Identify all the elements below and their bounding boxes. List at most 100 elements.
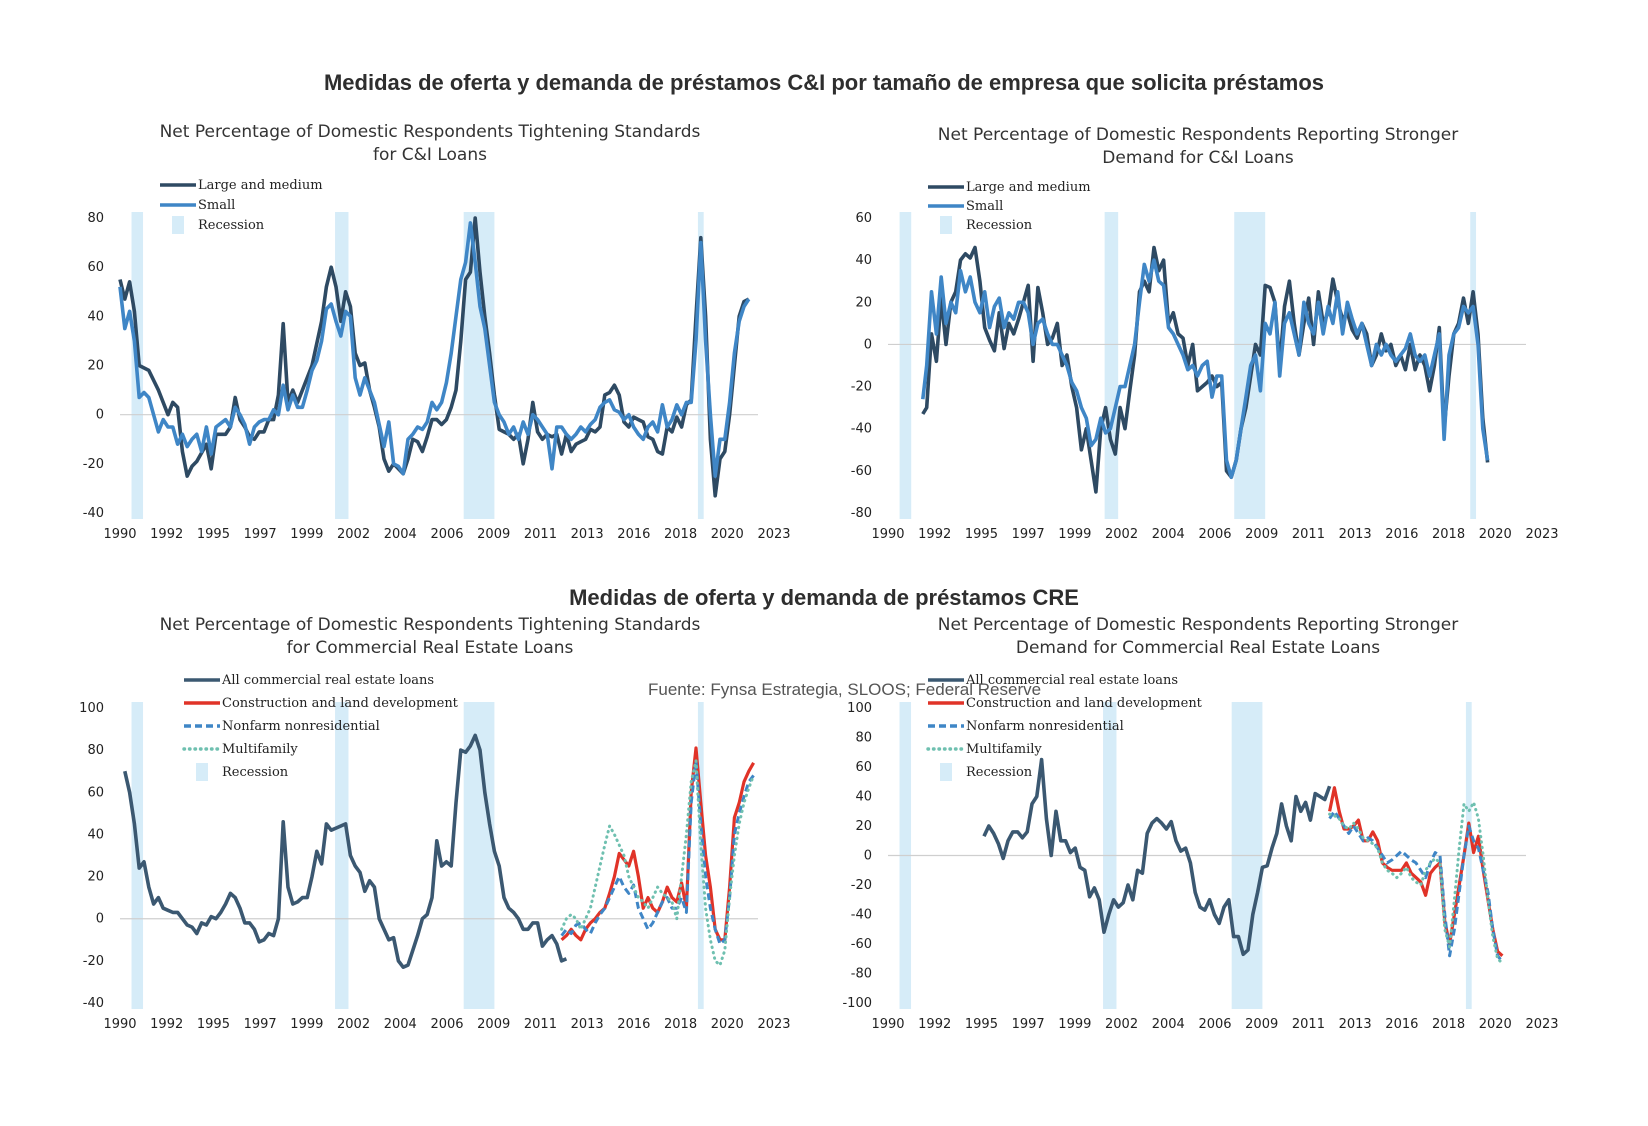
y-tick-label: -20 (851, 380, 872, 395)
x-tick-label: 1995 (965, 1017, 998, 1032)
chart-title-line: for C&I Loans (373, 145, 487, 165)
legend-label: Recession (966, 218, 1033, 233)
legend-label: Multifamily (966, 742, 1042, 757)
chart-title-line: Demand for C&I Loans (1102, 148, 1294, 168)
y-tick-label: -80 (851, 506, 872, 521)
cre-demand-chart: Net Percentage of Domestic Respondents R… (842, 615, 1558, 1032)
x-tick-label: 2023 (757, 1017, 790, 1032)
x-tick-label: 2006 (430, 1017, 463, 1032)
chart-title-line: for Commercial Real Estate Loans (287, 638, 574, 658)
x-tick-label: 2023 (1525, 527, 1558, 542)
chart-title-line: Demand for Commercial Real Estate Loans (1016, 638, 1380, 658)
x-tick-label: 2020 (1479, 527, 1512, 542)
x-tick-label: 1992 (918, 1017, 951, 1032)
x-tick-label: 1997 (244, 527, 277, 542)
x-tick-label: 2018 (664, 1017, 697, 1032)
series-line-construction-and-land-development (1328, 786, 1504, 957)
x-tick-label: 2002 (1105, 527, 1138, 542)
x-tick-label: 2006 (1198, 1017, 1231, 1032)
x-tick-label: 1990 (103, 1017, 136, 1032)
y-tick-label: -40 (851, 422, 872, 437)
cre-section-title: Medidas de oferta y demanda de préstamos… (569, 585, 1079, 610)
legend-swatch-recession (172, 216, 184, 234)
y-tick-label: 0 (864, 337, 872, 352)
x-tick-label: 2011 (524, 1017, 557, 1032)
x-tick-label: 2020 (711, 527, 744, 542)
series-line-large-and-medium (118, 216, 750, 498)
cre-standards-chart: Net Percentage of Domestic Respondents T… (79, 615, 790, 1032)
x-tick-label: 2004 (384, 527, 417, 542)
y-tick-label: 60 (87, 785, 104, 800)
y-tick-label: 40 (855, 790, 872, 805)
x-tick-label: 2016 (617, 1017, 650, 1032)
y-tick-label: 20 (855, 819, 872, 834)
recession-band (335, 212, 349, 519)
x-tick-label: 1995 (197, 1017, 230, 1032)
x-tick-label: 2009 (477, 527, 510, 542)
x-tick-label: 2018 (664, 527, 697, 542)
x-tick-label: 1997 (1012, 527, 1045, 542)
x-tick-label: 1990 (871, 527, 904, 542)
x-tick-label: 1990 (103, 527, 136, 542)
recession-band (1104, 212, 1119, 519)
x-tick-label: 2013 (571, 527, 604, 542)
legend-label: Large and medium (966, 180, 1091, 195)
x-tick-label: 1997 (244, 1017, 277, 1032)
recession-band (899, 212, 912, 519)
chart-title-line: Net Percentage of Domestic Respondents R… (938, 615, 1458, 635)
series-line-small (921, 258, 1490, 479)
legend-swatch-recession (196, 763, 208, 781)
x-tick-label: 2013 (1339, 1017, 1372, 1032)
x-tick-label: 2013 (1339, 527, 1372, 542)
series-line-all-commercial-real-estate-loans (123, 733, 568, 969)
chart-title-line: Net Percentage of Domestic Respondents R… (938, 125, 1458, 145)
legend-label: Small (198, 198, 235, 213)
x-tick-label: 2004 (384, 1017, 417, 1032)
y-tick-label: 40 (87, 827, 104, 842)
x-tick-label: 2016 (1385, 527, 1418, 542)
legend-swatch-recession (940, 216, 952, 234)
x-tick-label: 1997 (1012, 1017, 1045, 1032)
recession-band (697, 212, 704, 519)
legend-label: Recession (966, 765, 1033, 780)
y-tick-label: 100 (847, 701, 872, 716)
x-tick-label: 2016 (1385, 1017, 1418, 1032)
series-line-large-and-medium (921, 245, 1490, 494)
legend-label: Recession (198, 218, 265, 233)
x-tick-label: 1992 (150, 527, 183, 542)
legend-label: Recession (222, 765, 289, 780)
ci-section-title: Medidas de oferta y demanda de préstamos… (323, 70, 1325, 95)
legend-label: Construction and land development (966, 696, 1203, 711)
y-tick-label: -20 (83, 954, 104, 969)
x-tick-label: 2004 (1152, 527, 1185, 542)
x-tick-label: 2013 (571, 1017, 604, 1032)
x-tick-label: 1992 (150, 1017, 183, 1032)
x-tick-label: 2011 (1292, 1017, 1325, 1032)
legend-swatch-recession (940, 763, 952, 781)
x-tick-label: 2023 (1525, 1017, 1558, 1032)
y-tick-label: -40 (851, 908, 872, 923)
x-tick-label: 1999 (1058, 527, 1091, 542)
x-tick-label: 1995 (965, 527, 998, 542)
x-tick-label: 2009 (1245, 527, 1278, 542)
legend-label: Small (966, 199, 1003, 214)
chart-panel-cre-demand: Net Percentage of Domestic Respondents R… (842, 605, 1568, 1075)
y-tick-label: 0 (96, 912, 104, 927)
chart-panel-ci-demand: Net Percentage of Domestic Respondents R… (848, 115, 1568, 555)
y-tick-label: -20 (851, 878, 872, 893)
y-tick-label: 100 (79, 701, 104, 716)
y-tick-label: 60 (855, 211, 872, 226)
x-tick-label: 2006 (1198, 527, 1231, 542)
y-tick-label: 20 (87, 359, 104, 374)
legend-label: Nonfarm nonresidential (966, 719, 1124, 734)
x-tick-label: 2002 (337, 527, 370, 542)
legend-label: Multifamily (222, 742, 298, 757)
y-tick-label: 40 (855, 253, 872, 268)
chart-title-line: Net Percentage of Domestic Respondents T… (160, 615, 701, 635)
y-tick-label: 20 (855, 295, 872, 310)
legend-label: Construction and land development (222, 696, 459, 711)
x-tick-label: 1999 (290, 527, 323, 542)
source-note: Fuente: Fynsa Estrategia, SLOOS; Federal… (648, 680, 1042, 699)
x-tick-label: 2023 (757, 527, 790, 542)
x-tick-label: 2006 (430, 527, 463, 542)
